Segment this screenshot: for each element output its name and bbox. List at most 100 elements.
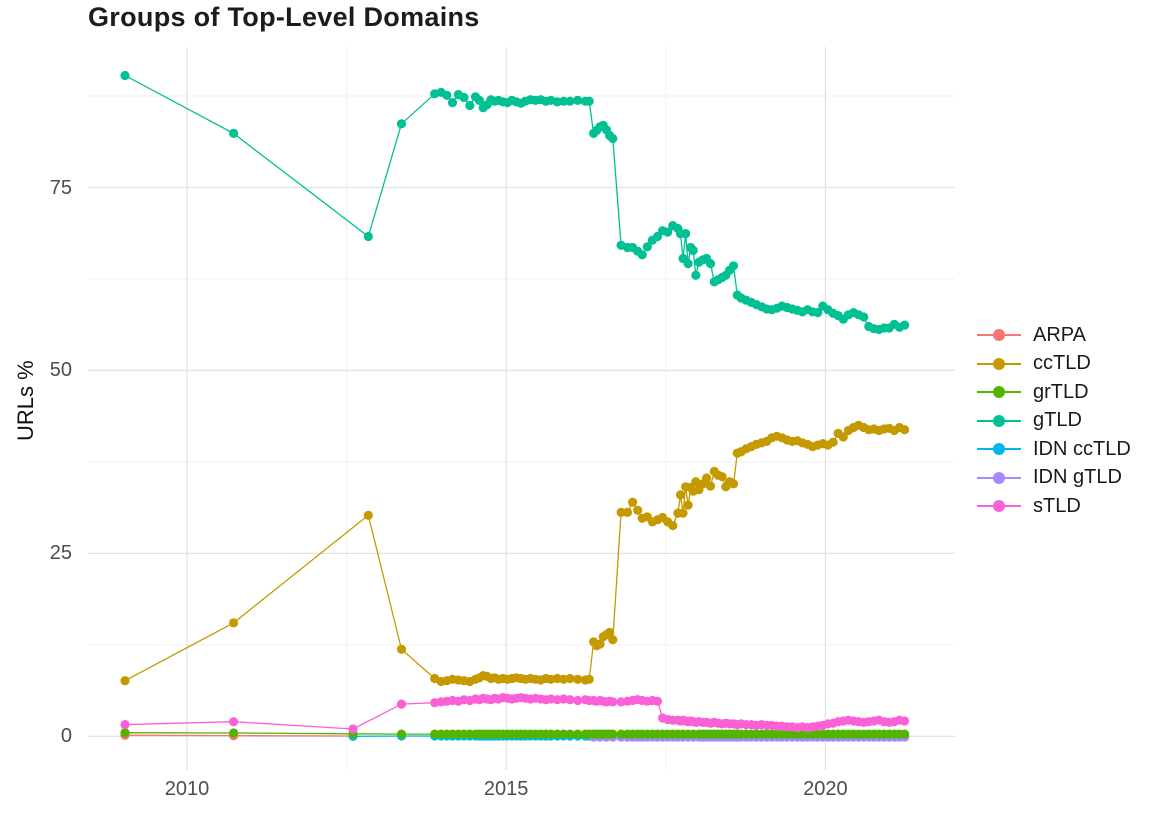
data-point xyxy=(396,644,407,654)
data-point xyxy=(681,229,691,239)
data-point xyxy=(348,724,358,734)
data-point xyxy=(459,92,469,103)
data-point xyxy=(702,473,712,483)
data-point xyxy=(616,507,626,517)
data-point xyxy=(628,497,638,507)
data-point xyxy=(813,308,823,318)
legend-key-icon xyxy=(977,357,1021,371)
data-point xyxy=(633,505,643,515)
gridlines xyxy=(88,47,955,770)
data-point xyxy=(573,95,583,105)
data-point xyxy=(608,697,618,707)
data-point xyxy=(565,729,575,739)
y-axis-title: URLs % xyxy=(13,360,38,441)
data-point xyxy=(546,729,556,739)
data-point xyxy=(584,674,594,684)
y-tick-label-75: 75 xyxy=(49,176,72,199)
data-point xyxy=(691,270,701,280)
legend-item-stld: sTLD xyxy=(977,492,1081,520)
legend-label: grTLD xyxy=(1033,380,1089,403)
data-point xyxy=(675,490,686,500)
data-point xyxy=(552,729,562,739)
data-point xyxy=(229,728,239,738)
y-tick-label-25: 25 xyxy=(49,542,72,565)
data-point xyxy=(608,133,618,144)
data-point xyxy=(363,510,373,520)
data-point xyxy=(608,729,618,739)
data-point xyxy=(396,119,407,129)
data-point xyxy=(900,425,910,435)
data-point xyxy=(465,100,475,111)
data-point xyxy=(705,481,716,491)
data-point xyxy=(900,729,910,739)
series-gtld xyxy=(120,70,910,335)
data-point xyxy=(363,231,373,242)
series-line xyxy=(124,74,905,331)
legend-key-icon xyxy=(977,471,1021,485)
data-point xyxy=(663,227,673,237)
data-point xyxy=(584,96,594,106)
legend-item-idn-cctld: IDN ccTLD xyxy=(977,435,1131,463)
data-point xyxy=(595,639,605,649)
legend-key-icon xyxy=(977,414,1021,428)
series-stld xyxy=(120,693,910,734)
legend-label: IDN ccTLD xyxy=(1033,437,1131,460)
data-point xyxy=(120,70,130,81)
data-point xyxy=(622,507,633,517)
data-point xyxy=(678,508,688,518)
data-point xyxy=(120,728,130,738)
data-point xyxy=(474,95,484,105)
legend-item-idn-gtld: IDN gTLD xyxy=(977,464,1122,492)
legend-item-cctld: ccTLD xyxy=(977,350,1091,378)
data-point xyxy=(396,699,407,709)
x-tick-label-2020: 2020 xyxy=(803,778,848,800)
legend-key-icon xyxy=(977,499,1021,513)
legend-key-icon xyxy=(977,385,1021,399)
data-point xyxy=(229,618,239,628)
data-point xyxy=(565,673,575,684)
data-point xyxy=(616,729,626,739)
data-point xyxy=(668,521,678,531)
legend-item-gtld: gTLD xyxy=(977,407,1082,435)
data-point xyxy=(642,242,652,252)
legend-item-arpa: ARPA xyxy=(977,321,1086,349)
data-point xyxy=(573,695,583,706)
data-point xyxy=(652,696,663,706)
data-point xyxy=(728,261,739,271)
data-point xyxy=(120,676,130,686)
legend-item-grtld: grTLD xyxy=(977,378,1089,406)
data-point xyxy=(559,729,569,739)
data-point xyxy=(728,479,739,489)
data-point xyxy=(573,674,583,684)
data-point xyxy=(705,259,716,269)
data-point xyxy=(605,627,615,638)
series-arpa xyxy=(120,730,358,741)
data-point xyxy=(229,717,239,727)
data-point xyxy=(442,90,452,100)
legend-label: ARPA xyxy=(1033,323,1086,346)
series-line xyxy=(124,734,354,737)
data-point xyxy=(565,96,575,106)
data-point xyxy=(688,245,698,255)
data-point xyxy=(828,437,838,447)
series-cctld xyxy=(120,420,910,687)
x-tick-label-2010: 2010 xyxy=(164,778,210,800)
data-point xyxy=(396,729,407,739)
data-point xyxy=(573,729,583,739)
data-point xyxy=(430,729,440,739)
data-point xyxy=(717,472,727,482)
data-point xyxy=(859,312,869,322)
chart-title: Groups of Top-Level Domains xyxy=(88,2,480,32)
series-grtld xyxy=(120,728,910,739)
data-point xyxy=(559,96,569,106)
legend-label: ccTLD xyxy=(1033,352,1091,374)
data-point xyxy=(637,250,647,260)
data-point xyxy=(447,98,458,108)
data-point xyxy=(691,477,701,487)
legend-label: sTLD xyxy=(1033,494,1081,517)
legend-label: IDN gTLD xyxy=(1033,466,1122,488)
legend-label: gTLD xyxy=(1033,409,1082,431)
data-point xyxy=(229,128,239,138)
